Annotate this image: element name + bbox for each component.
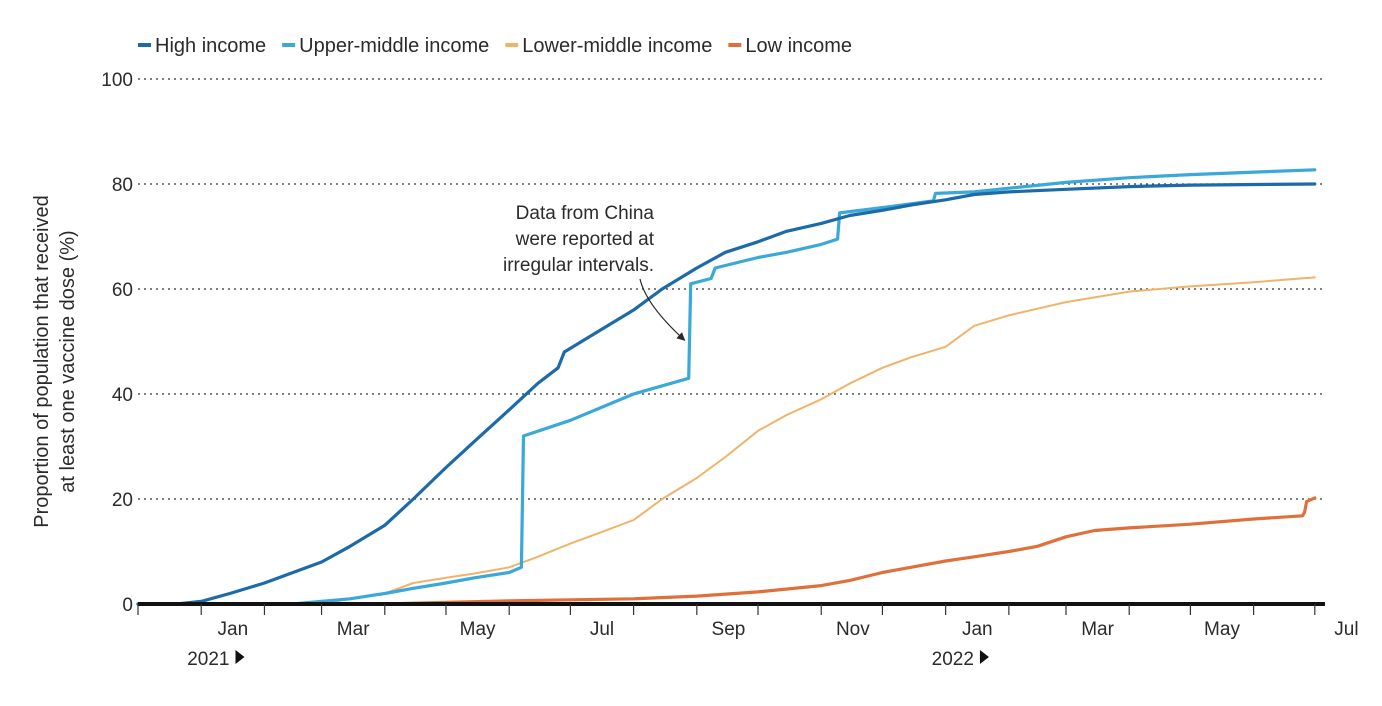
legend-item: Lower-middle income bbox=[505, 35, 712, 57]
year-label: 2022 bbox=[932, 649, 974, 670]
series-lines bbox=[136, 168, 1317, 606]
annotation-text: irregular intervals. bbox=[503, 255, 654, 276]
x-tick-label: Jul bbox=[590, 619, 614, 640]
legend-label: Lower-middle income bbox=[522, 35, 712, 57]
y-axis-label: at least one vaccine dose (%) bbox=[57, 230, 79, 492]
x-tick-label: Nov bbox=[836, 619, 870, 640]
x-tick-label: Jul bbox=[1334, 619, 1358, 640]
x-tick-label: Sep bbox=[712, 619, 746, 640]
annotation-text: were reported at bbox=[515, 229, 655, 250]
series-line-low-income bbox=[136, 496, 1317, 606]
legend-label: Low income bbox=[745, 35, 852, 57]
y-tick-label: 100 bbox=[101, 70, 133, 91]
series-line-high-income bbox=[136, 182, 1317, 606]
series-line-upper-middle-income bbox=[136, 168, 1317, 606]
year-label-group: 2022 bbox=[932, 649, 989, 670]
year-arrow-icon bbox=[235, 650, 245, 664]
year-label-group: 2021 bbox=[187, 649, 245, 670]
x-axis: Jan Mar May Jul Sep Nov Jan Mar May Jul 2021 2022 bbox=[137, 602, 1359, 670]
y-tick-label: 0 bbox=[122, 595, 133, 616]
x-tick-label: Mar bbox=[1081, 619, 1114, 640]
year-label: 2021 bbox=[187, 649, 229, 670]
x-tick-label: May bbox=[460, 619, 496, 640]
annotation-text: Data from China bbox=[516, 203, 655, 224]
y-tick-label: 80 bbox=[112, 175, 133, 196]
legend-item: Low income bbox=[728, 35, 852, 57]
x-tick-label: Jan bbox=[218, 619, 249, 640]
x-tick-label: Mar bbox=[337, 619, 370, 640]
series-line-lower-middle-income bbox=[137, 276, 1316, 605]
y-tick-label: 20 bbox=[112, 490, 133, 511]
legend: High income Upper-middle income Lower-midd… bbox=[138, 35, 852, 57]
y-axis: 0 20 40 60 80 100 bbox=[101, 70, 133, 616]
annotation: Data from China were reported at irregular… bbox=[503, 203, 686, 341]
legend-item: High income bbox=[138, 35, 266, 57]
y-axis-title: Proportion of population that received at… bbox=[31, 195, 79, 527]
x-tick-label: Jan bbox=[962, 619, 993, 640]
gridlines bbox=[138, 78, 1325, 500]
legend-label: High income bbox=[155, 35, 266, 57]
legend-item: Upper-middle income bbox=[282, 35, 489, 57]
y-axis-label: Proportion of population that received bbox=[31, 195, 53, 527]
annotation-arrow bbox=[639, 278, 686, 341]
y-tick-label: 40 bbox=[112, 385, 133, 406]
y-tick-label: 60 bbox=[112, 280, 133, 301]
x-tick-label: May bbox=[1204, 619, 1240, 640]
year-arrow-icon bbox=[979, 650, 989, 664]
legend-label: Upper-middle income bbox=[299, 35, 489, 57]
